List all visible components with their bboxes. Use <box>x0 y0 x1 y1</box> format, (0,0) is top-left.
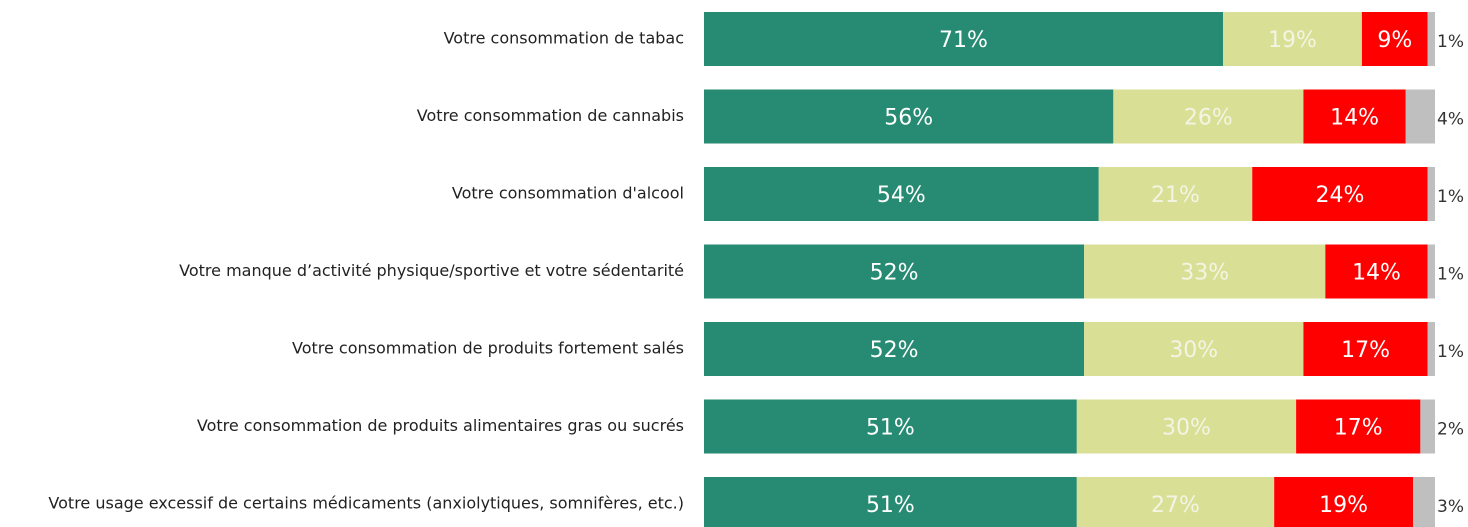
bar-segment <box>1405 89 1435 144</box>
value-label: 21% <box>1151 183 1200 208</box>
value-label: 17% <box>1334 416 1383 441</box>
bar-segment <box>1252 167 1428 221</box>
bar-segment <box>1303 89 1406 144</box>
bar-segment <box>1076 477 1275 527</box>
category-label: Votre manque d’activité physique/sportiv… <box>179 261 684 280</box>
bar-segment <box>1427 12 1435 66</box>
value-label: 17% <box>1341 338 1390 363</box>
bar-segment <box>704 244 1085 299</box>
value-label: 24% <box>1316 183 1365 208</box>
value-label: 2% <box>1437 420 1464 440</box>
bar-segment <box>1413 477 1435 527</box>
value-label: 52% <box>870 338 919 363</box>
value-label: 51% <box>866 493 915 518</box>
value-label: 27% <box>1151 493 1200 518</box>
category-label: Votre consommation d'alcool <box>452 184 684 203</box>
bar-segment <box>704 399 1077 454</box>
bar-segment <box>1427 244 1435 299</box>
value-label: 4% <box>1437 110 1464 130</box>
value-label: 33% <box>1180 261 1229 286</box>
category-label: Votre consommation de produits alimentai… <box>197 416 684 435</box>
bar-segment <box>1223 12 1362 66</box>
value-label: 71% <box>939 28 988 53</box>
value-label: 3% <box>1437 497 1464 517</box>
bar-segment <box>1113 89 1304 144</box>
category-label: Votre consommation de tabac <box>444 29 684 48</box>
value-label: 19% <box>1268 28 1317 53</box>
bar-segment <box>1427 167 1435 221</box>
value-label: 1% <box>1437 342 1464 362</box>
bar-segment <box>1296 399 1421 454</box>
value-label: 1% <box>1437 32 1464 52</box>
value-label: 30% <box>1162 416 1211 441</box>
bar-segment <box>1274 477 1414 527</box>
value-label: 1% <box>1437 187 1464 207</box>
category-label: Votre usage excessif de certains médicam… <box>48 494 684 513</box>
bar-segment <box>1427 322 1435 376</box>
bar-segment <box>704 12 1224 66</box>
bar-segment <box>1303 322 1428 376</box>
bar-segment <box>1420 399 1435 454</box>
category-label: Votre consommation de cannabis <box>417 106 684 125</box>
bar-segment <box>704 89 1114 144</box>
bar-segment <box>704 322 1085 376</box>
value-label: 14% <box>1352 261 1401 286</box>
value-label: 30% <box>1169 338 1218 363</box>
bar-segment <box>704 477 1077 527</box>
category-label: Votre consommation de produits fortement… <box>292 339 684 358</box>
value-label: 9% <box>1377 28 1412 53</box>
value-label: 51% <box>866 416 915 441</box>
value-label: 52% <box>870 261 919 286</box>
bar-segment <box>1098 167 1253 221</box>
value-label: 54% <box>877 183 926 208</box>
value-label: 19% <box>1319 493 1368 518</box>
value-label: 56% <box>884 106 933 131</box>
value-label: 1% <box>1437 265 1464 285</box>
bar-segment <box>704 167 1099 221</box>
bar-segment <box>1084 322 1304 376</box>
value-label: 26% <box>1184 106 1233 131</box>
bar-segment <box>1361 12 1428 66</box>
bar-segment <box>1076 399 1297 454</box>
value-label: 14% <box>1330 106 1379 131</box>
bar-segment <box>1084 244 1326 299</box>
bar-segment <box>1325 244 1428 299</box>
